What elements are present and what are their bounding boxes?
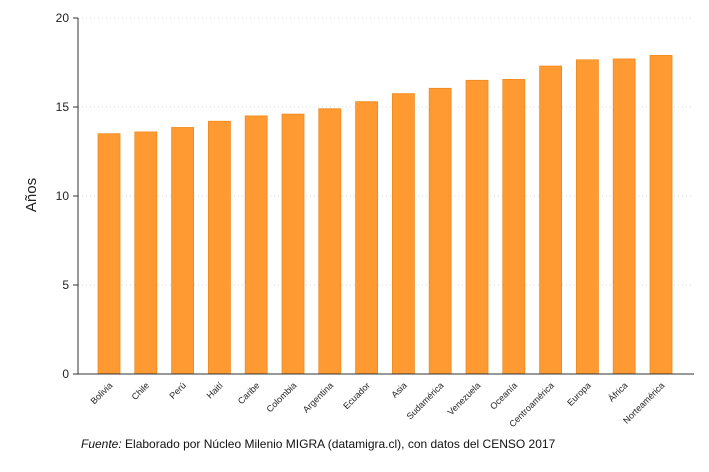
bar-oceanía <box>502 79 526 375</box>
y-tick-label: 10 <box>56 189 70 203</box>
x-tick-label: Oceanía <box>488 380 519 411</box>
bar-áfrica <box>612 58 636 375</box>
y-tick-label: 0 <box>62 367 69 381</box>
x-tick-label: Perú <box>167 380 188 401</box>
bar-ecuador <box>355 101 379 375</box>
bar-perú <box>171 127 195 375</box>
bar-colombia <box>281 113 305 375</box>
y-tick-label: 20 <box>56 11 70 25</box>
bar-bolivia <box>97 133 121 375</box>
bar-chile <box>134 131 158 375</box>
bar-asia <box>391 93 415 375</box>
x-tick-label: Sudamérica <box>405 380 446 421</box>
y-tick-label: 5 <box>62 278 69 292</box>
x-tick-label: Bolivia <box>89 380 115 406</box>
y-tick-label: 15 <box>56 100 70 114</box>
bar-argentina <box>318 108 342 375</box>
x-ticks: Bolivia Chile Perú Haití Caribe Colombia Argen… <box>89 380 667 429</box>
gridlines <box>78 17 694 286</box>
x-tick-label: Ecuador <box>341 380 372 411</box>
x-tick-label: Chile <box>130 380 152 402</box>
bars <box>97 54 673 375</box>
x-tick-label: Colombia <box>264 380 298 414</box>
bar-sudamérica <box>428 87 452 375</box>
x-tick-label: Caribe <box>236 380 262 406</box>
source-lead: Fuente: <box>81 437 122 451</box>
source-text: Elaborado por Núcleo Milenio MIGRA (data… <box>121 437 556 451</box>
bar-venezuela <box>465 79 489 375</box>
x-tick-label: África <box>606 380 629 403</box>
x-tick-label: Europa <box>565 380 593 408</box>
x-tick-label: Asia <box>389 380 408 399</box>
source-note: Fuente: Elaborado por Núcleo Milenio MIG… <box>81 437 555 451</box>
bar-europa <box>576 59 599 375</box>
x-tick-label: Venezuela <box>446 380 483 417</box>
bar-norteamérica <box>649 54 673 375</box>
bar-centroamérica <box>539 65 562 375</box>
y-axis-label: Años <box>23 178 40 212</box>
x-tick-label: Argentina <box>301 380 335 414</box>
x-tick-label: Haití <box>205 380 226 401</box>
bar-haití <box>207 120 231 375</box>
y-ticks: 0 5 10 15 20 <box>56 11 78 381</box>
bar-caribe <box>244 115 268 375</box>
